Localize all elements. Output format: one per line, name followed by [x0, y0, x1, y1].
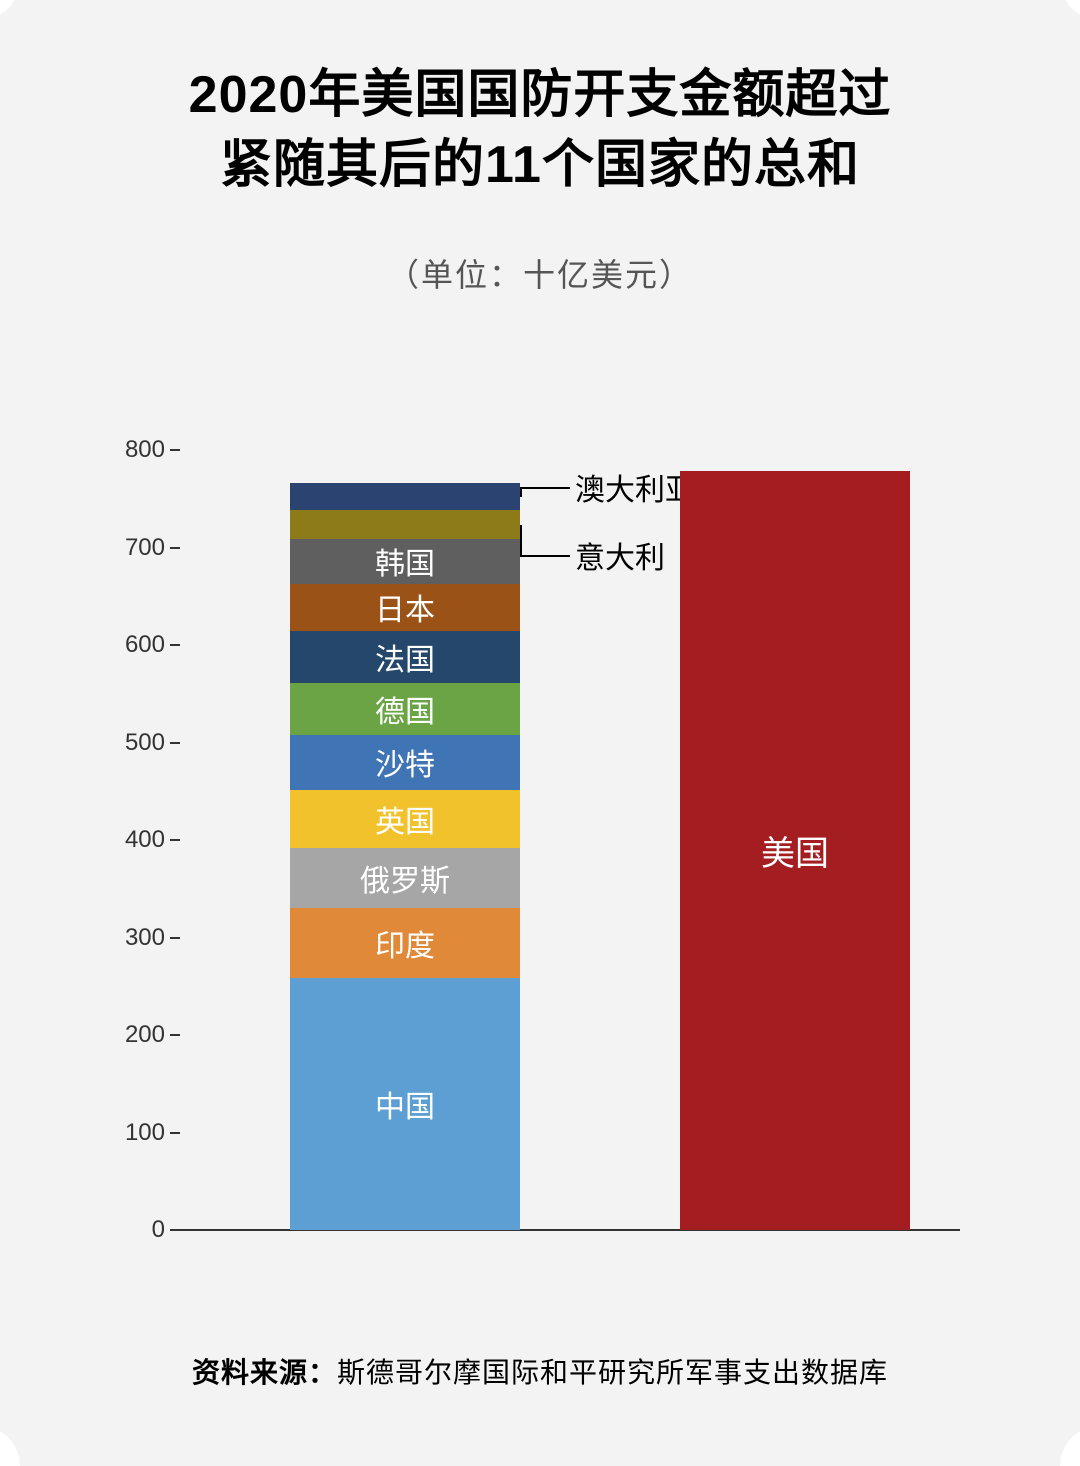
source-text: 斯德哥尔摩国际和平研究所军事支出数据库	[337, 1357, 888, 1388]
corner-mask	[1060, 1426, 1080, 1466]
segment-label: 德国	[375, 687, 435, 731]
y-tick-label: 400	[125, 826, 165, 854]
y-tick-label: 800	[125, 436, 165, 464]
chart-subtitle: （单位：十亿美元）	[0, 250, 1080, 296]
bar-segment: 印度	[290, 908, 520, 978]
stacked-bar-other-countries: 中国 印度 俄罗斯 英国 沙特 德国 法国 日本韩国	[290, 483, 520, 1230]
y-tick-label: 100	[125, 1119, 165, 1147]
leader-label: 澳大利亚	[575, 465, 695, 509]
leader-line	[520, 555, 570, 557]
y-tick-label: 200	[125, 1021, 165, 1049]
bar-usa: 美国	[680, 471, 910, 1230]
segment-label: 印度	[375, 921, 435, 965]
y-tick	[170, 449, 180, 451]
leader-label: 意大利	[575, 533, 665, 577]
source-label: 资料来源：	[192, 1357, 337, 1388]
bar-segment: 俄罗斯	[290, 848, 520, 908]
y-tick-label: 300	[125, 924, 165, 952]
y-tick-label: 0	[152, 1216, 165, 1244]
y-tick-label: 500	[125, 729, 165, 757]
chart-title: 2020年美国国防开支金额超过 紧随其后的11个国家的总和	[0, 0, 1080, 200]
y-tick	[170, 1132, 180, 1134]
leader-line	[520, 525, 522, 555]
source-line: 资料来源：斯德哥尔摩国际和平研究所军事支出数据库	[0, 1351, 1080, 1391]
bar-segment	[290, 483, 520, 510]
bar-segment: 德国	[290, 683, 520, 735]
segment-label: 韩国	[375, 539, 435, 583]
y-tick	[170, 742, 180, 744]
title-line-2: 紧随其后的11个国家的总和	[0, 130, 1080, 200]
y-tick	[170, 1034, 180, 1036]
bar-segment: 沙特	[290, 735, 520, 791]
segment-label: 俄罗斯	[360, 856, 450, 900]
segment-label: 沙特	[375, 740, 435, 784]
corner-mask	[0, 1426, 20, 1466]
bar-segment: 法国	[290, 631, 520, 683]
bar-segment: 日本	[290, 584, 520, 632]
title-line-1: 2020年美国国防开支金额超过	[0, 60, 1080, 130]
leader-line	[520, 487, 570, 489]
segment-label: 英国	[375, 797, 435, 841]
bar-segment: 中国	[290, 978, 520, 1230]
segment-label: 法国	[375, 635, 435, 679]
bar-segment: 英国	[290, 790, 520, 848]
y-tick-label: 700	[125, 534, 165, 562]
y-tick	[170, 547, 180, 549]
bar-segment	[290, 510, 520, 538]
bar-usa-label: 美国	[761, 826, 829, 875]
segment-label: 中国	[375, 1082, 435, 1126]
chart-plot-area: 0100200300400500600700800中国印度俄罗斯英国沙特德国法国…	[100, 450, 960, 1250]
y-tick	[170, 644, 180, 646]
y-tick-label: 600	[125, 631, 165, 659]
bar-segment: 韩国	[290, 539, 520, 584]
leader-line	[520, 487, 522, 497]
y-tick	[170, 937, 180, 939]
y-tick	[170, 839, 180, 841]
segment-label: 日本	[375, 585, 435, 629]
